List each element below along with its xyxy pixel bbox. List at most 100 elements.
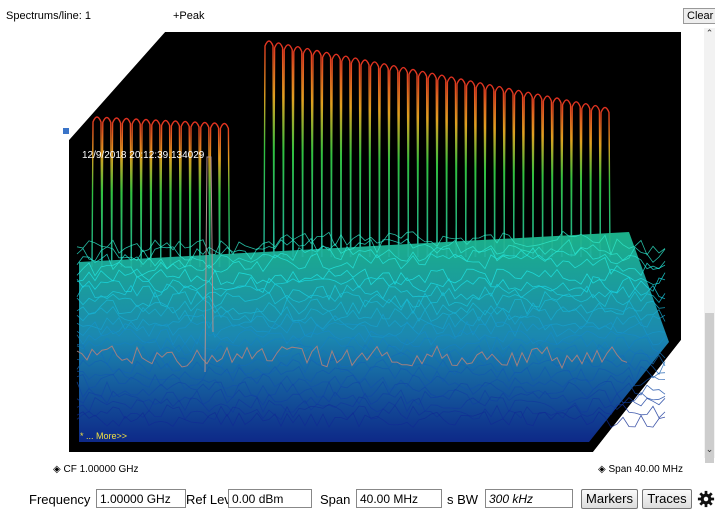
selected-trace: [76, 344, 628, 370]
settings-toolbar: Frequency 1.00000 GHz Ref Lev 0.00 dBm S…: [0, 487, 715, 513]
noise-trace: [76, 252, 666, 278]
noise-trace: [76, 343, 666, 361]
span-readout: ◈ Span 40.00 MHz: [598, 464, 683, 475]
ref-lev-label: Ref Lev: [186, 492, 231, 507]
spectrogram-canvas: [69, 32, 681, 452]
spectral-peak: [388, 65, 400, 258]
spectral-peak: [320, 51, 333, 258]
spectral-peak: [311, 49, 323, 258]
spectral-peak: [150, 119, 162, 268]
spectral-peak: [474, 82, 486, 258]
trace-timestamp: 12/9/2018 20:12:39.134029: [82, 150, 205, 161]
spectral-peak: [218, 122, 231, 268]
spectral-peak: [349, 57, 362, 258]
noise-trace: [76, 275, 666, 293]
peak-label: +Peak: [173, 10, 205, 22]
vertical-scrollbar[interactable]: ⌃ ⌄: [704, 28, 715, 463]
span-field[interactable]: 40.00 MHz: [356, 489, 442, 508]
noise-trace: [76, 268, 666, 286]
spectral-peak: [272, 42, 285, 258]
spectral-peak: [282, 44, 294, 258]
cf-readout-text: CF 1.00000 GHz: [63, 464, 139, 475]
noise-trace: [76, 388, 666, 406]
rbw-field[interactable]: 300 kHz: [485, 489, 573, 508]
more-link[interactable]: * ... More>>: [80, 431, 128, 441]
spectral-peak: [189, 121, 201, 268]
spectral-peak: [340, 55, 352, 258]
scroll-up-icon[interactable]: ⌃: [705, 28, 714, 38]
noise-trace: [76, 320, 666, 338]
noise-trace: [76, 313, 666, 331]
noise-trace: [76, 358, 666, 376]
spectral-peak: [436, 74, 448, 258]
spectral-peak: [512, 89, 525, 258]
reference-marker[interactable]: [63, 128, 73, 134]
spectral-peak: [570, 101, 582, 258]
noise-trace: [76, 335, 666, 354]
spectral-peak: [522, 91, 534, 258]
spectral-peak: [199, 121, 211, 268]
spectral-peak: [397, 66, 410, 258]
readout-bullet-icon: ◈: [598, 464, 609, 475]
spectral-peak: [169, 120, 182, 268]
spectral-peak: [130, 118, 142, 268]
spectral-peak: [159, 119, 172, 268]
spectral-peak: [541, 95, 554, 258]
spectral-peak: [484, 84, 496, 258]
selected-trace-spike: [204, 156, 214, 373]
noise-trace: [76, 283, 666, 301]
spectral-peak: [589, 104, 602, 258]
spectral-peak: [91, 116, 103, 268]
noise-trace: [76, 365, 666, 384]
spectral-peak: [292, 46, 304, 258]
spectral-peak: [532, 93, 544, 258]
scroll-down-icon[interactable]: ⌄: [705, 444, 714, 454]
span-field-label: Span: [320, 492, 351, 507]
scroll-thumb[interactable]: [705, 313, 714, 463]
spectral-peak: [407, 68, 419, 258]
noise-trace: [76, 411, 666, 428]
spectral-peak: [455, 78, 467, 258]
spectral-peak: [560, 99, 573, 258]
spectral-peak: [208, 122, 221, 268]
noise-trace: [76, 245, 666, 271]
spectral-peak: [368, 61, 381, 258]
spectral-peak: [464, 80, 477, 258]
gear-icon[interactable]: [697, 489, 715, 509]
cf-readout: ◈ CF 1.00000 GHz: [53, 464, 139, 475]
spectral-peak: [179, 120, 191, 268]
spectral-peak: [263, 40, 275, 258]
spectral-peak: [580, 103, 592, 258]
spectral-peak: [330, 53, 342, 258]
frequency-field[interactable]: 1.00000 GHz: [96, 489, 186, 508]
noise-trace: [76, 373, 666, 391]
noise-trace: [76, 328, 666, 346]
spectrums-per-line-label: Spectrums/line: 1: [6, 10, 91, 22]
span-readout-text: Span 40.00 MHz: [608, 464, 683, 475]
rbw-label: s BW: [447, 492, 479, 507]
spectral-peak: [493, 85, 506, 258]
spectral-peak: [551, 97, 563, 258]
spectral-peak: [359, 59, 371, 258]
spectral-peak: [416, 70, 429, 258]
spectral-peak: [503, 87, 515, 258]
spectral-peak: [301, 47, 314, 258]
spectral-peak: [110, 117, 123, 268]
noise-trace: [76, 350, 666, 369]
spectral-peak: [120, 117, 133, 268]
spectral-peak: [599, 106, 611, 258]
noise-trace: [76, 237, 666, 263]
ref-lev-field[interactable]: 0.00 dBm: [228, 489, 312, 508]
noise-trace: [76, 306, 666, 323]
noise-trace: [76, 395, 666, 413]
frequency-label: Frequency: [29, 492, 91, 507]
spectral-peak: [445, 76, 458, 258]
clear-button[interactable]: Clear: [683, 8, 715, 24]
spectral-peak: [140, 118, 152, 268]
spectrogram-3d-plot[interactable]: [69, 32, 681, 452]
readout-bullet-icon: ◈: [53, 464, 64, 475]
markers-button[interactable]: Markers: [581, 489, 638, 509]
spectral-peak: [378, 63, 390, 258]
noise-trace: [76, 230, 666, 256]
traces-button[interactable]: Traces: [642, 489, 692, 509]
